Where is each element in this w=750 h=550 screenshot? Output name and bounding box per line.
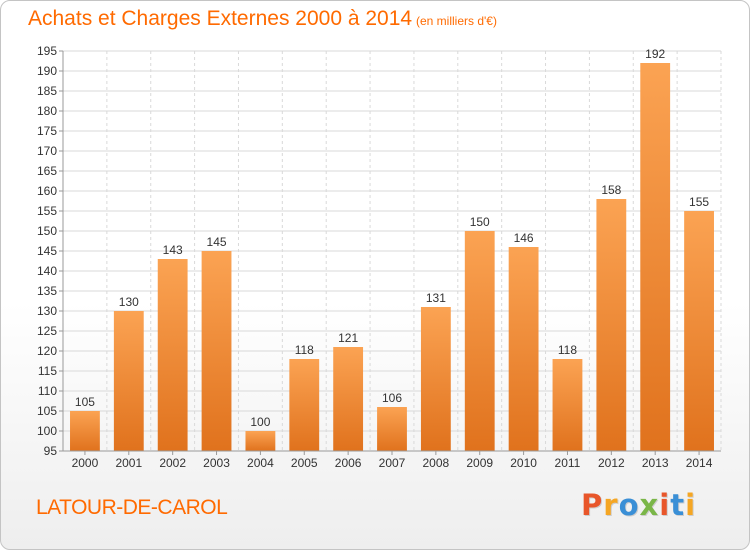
bar-value-label: 130 [119,295,139,309]
y-tick-label: 110 [38,384,57,398]
bar-2003 [201,251,232,451]
proxiti-logo[interactable]: Proxiti [581,488,696,522]
bar-value-label: 192 [645,47,665,61]
y-tick-label: 125 [37,324,57,338]
y-tick-label: 145 [37,244,57,258]
x-tick-label: 2012 [598,456,625,470]
x-tick-label: 2009 [466,456,493,470]
x-tick-label: 2004 [247,456,274,470]
chart-unit-note: (en milliers d'€) [416,14,497,28]
y-tick-label: 175 [37,124,57,138]
y-tick-label: 160 [37,184,57,198]
y-tick-label: 140 [37,264,57,278]
y-tick-label: 135 [37,284,57,298]
bar-2002 [157,259,188,451]
bar-value-label: 118 [295,343,314,357]
bar-value-label: 100 [250,415,270,429]
y-tick-label: 195 [37,44,57,58]
logo-letter: o [618,488,640,522]
bar-2012 [596,199,627,451]
x-tick-label: 2002 [159,456,186,470]
bar-2006 [333,347,364,451]
bar-value-label: 131 [426,291,446,305]
y-tick-label: 120 [37,344,57,358]
x-tick-label: 2007 [379,456,406,470]
bar-2007 [377,407,407,451]
axis-layer: 95 100 105 110 115 120 125 130 135 140 145 150 155 16… [37,44,721,470]
logo-letter: r [603,488,619,522]
bar-2014 [684,211,714,451]
bar-2011 [552,359,583,451]
chart-title: Achats et Charges Externes 2000 à 2014 [28,7,413,30]
logo-letter: i [659,488,671,522]
bar-2013 [640,63,671,451]
y-tick-label: 130 [37,304,57,318]
x-tick-label: 2010 [510,456,537,470]
bar-2008 [420,307,451,451]
x-tick-label: 2008 [423,456,450,470]
bar-value-label: 150 [470,215,490,229]
y-tick-label: 115 [38,364,57,378]
y-tick-label: 95 [44,444,58,458]
y-tick-label: 100 [37,424,57,438]
bar-2009 [464,231,495,451]
y-tick-label: 165 [37,164,57,178]
y-tick-label: 185 [37,84,57,98]
bar-2001 [113,311,144,451]
x-tick-label: 2013 [642,456,669,470]
bar-value-label: 143 [163,243,183,257]
logo-letter: P [581,488,604,522]
bar-2005 [289,359,320,451]
y-tick-label: 150 [37,224,57,238]
y-tick-label: 155 [37,204,57,218]
bar-value-label: 146 [514,231,534,245]
bar-value-label: 105 [75,395,95,409]
bar-value-label: 106 [382,391,402,405]
bar-value-label: 118 [558,343,577,357]
x-tick-label: 2006 [335,456,362,470]
bar-layer: 105 130 143 145 100 118 121 106 131 150 146 118 158 1… [70,47,714,451]
y-tick-label: 170 [37,144,57,158]
x-tick-label: 2011 [555,456,581,470]
bar-value-label: 121 [338,331,358,345]
bar-value-label: 158 [601,183,621,197]
x-tick-label: 2001 [115,456,142,470]
bar-value-label: 145 [207,235,227,249]
bar-2010 [508,247,539,451]
commune-name: LATOUR-DE-CAROL [36,496,228,519]
logo-letter: i [685,488,697,522]
y-tick-label: 105 [37,404,57,418]
x-tick-label: 2000 [72,456,99,470]
x-tick-label: 2014 [686,456,713,470]
logo-letter: t [670,488,686,522]
y-tick-label: 180 [37,104,57,118]
y-tick-label: 190 [37,64,57,78]
logo-letter: x [639,488,660,522]
x-tick-label: 2003 [203,456,230,470]
bar-value-label: 155 [689,195,709,209]
bar-2004 [245,431,276,451]
bar-2000 [70,411,100,451]
x-tick-label: 2005 [291,456,318,470]
